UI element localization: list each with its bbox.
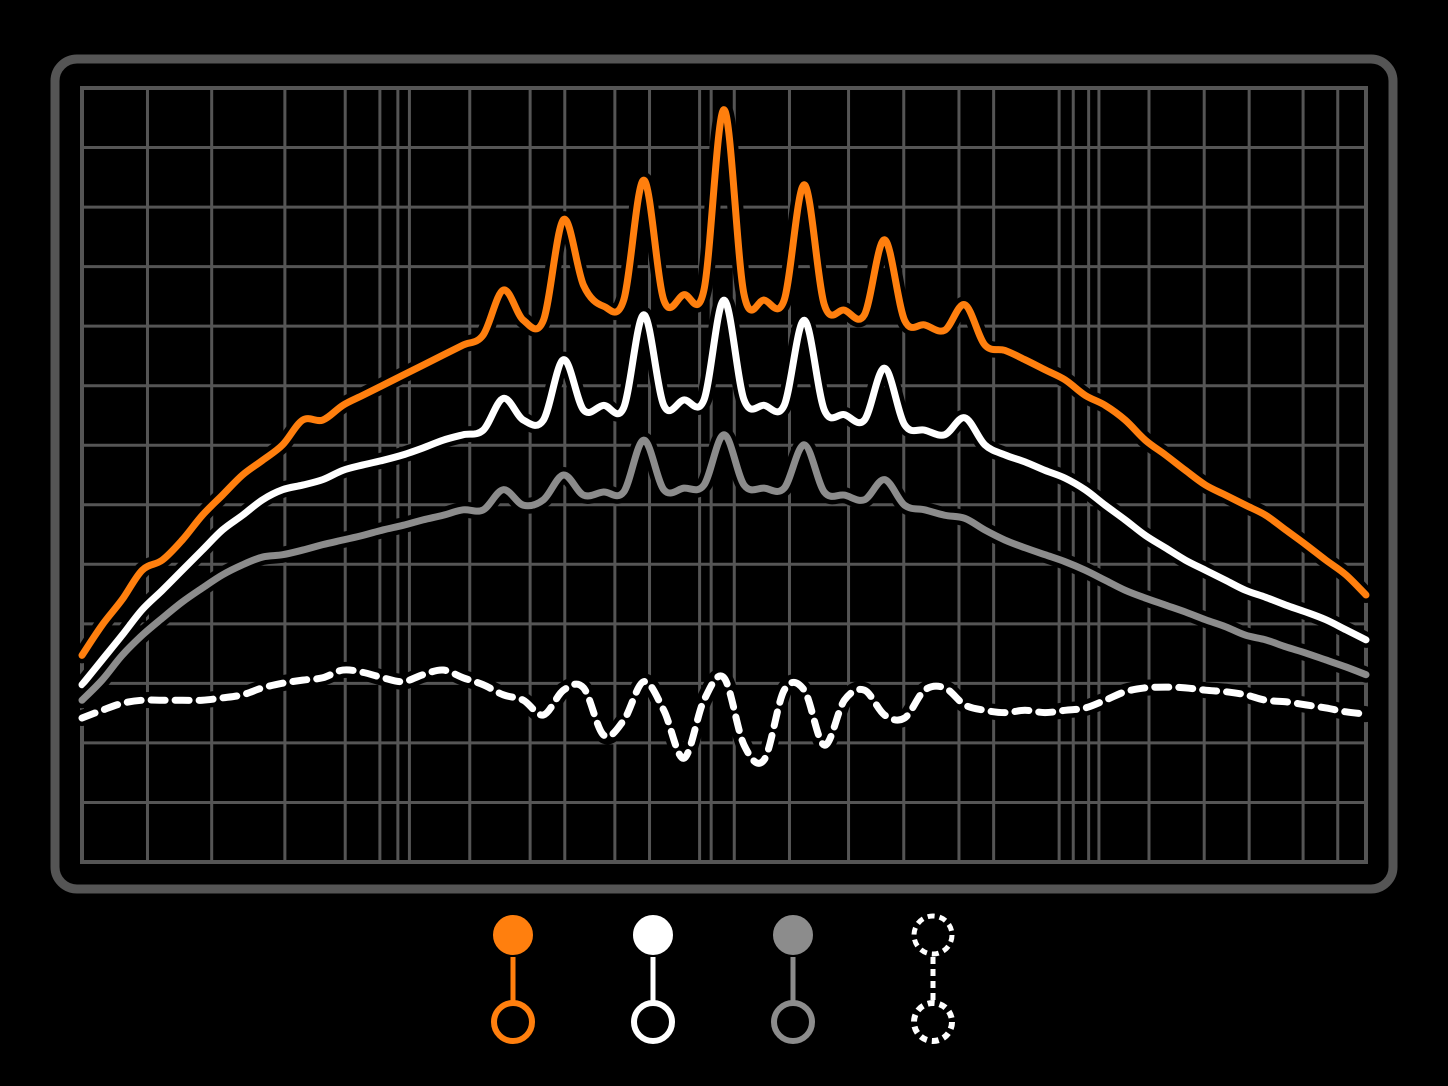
legend-ring [491, 1000, 535, 1044]
line [78, 296, 1370, 689]
line [78, 666, 1370, 767]
legend-dot [493, 915, 533, 955]
legend-item [771, 915, 815, 1044]
lines [74, 101, 1374, 772]
legend-dot [911, 913, 955, 957]
line [78, 106, 1370, 659]
legend [491, 913, 955, 1044]
legend-dot [773, 915, 813, 955]
plot-border [80, 86, 1368, 864]
legend-ring [911, 1000, 955, 1044]
legend-ring [771, 1000, 815, 1044]
legend-ring [631, 1000, 675, 1044]
legend-item [631, 915, 675, 1044]
grid [82, 88, 1366, 862]
legend-item [491, 915, 535, 1044]
line [78, 431, 1370, 704]
legend-item [911, 913, 955, 1044]
legend-dot [633, 915, 673, 955]
